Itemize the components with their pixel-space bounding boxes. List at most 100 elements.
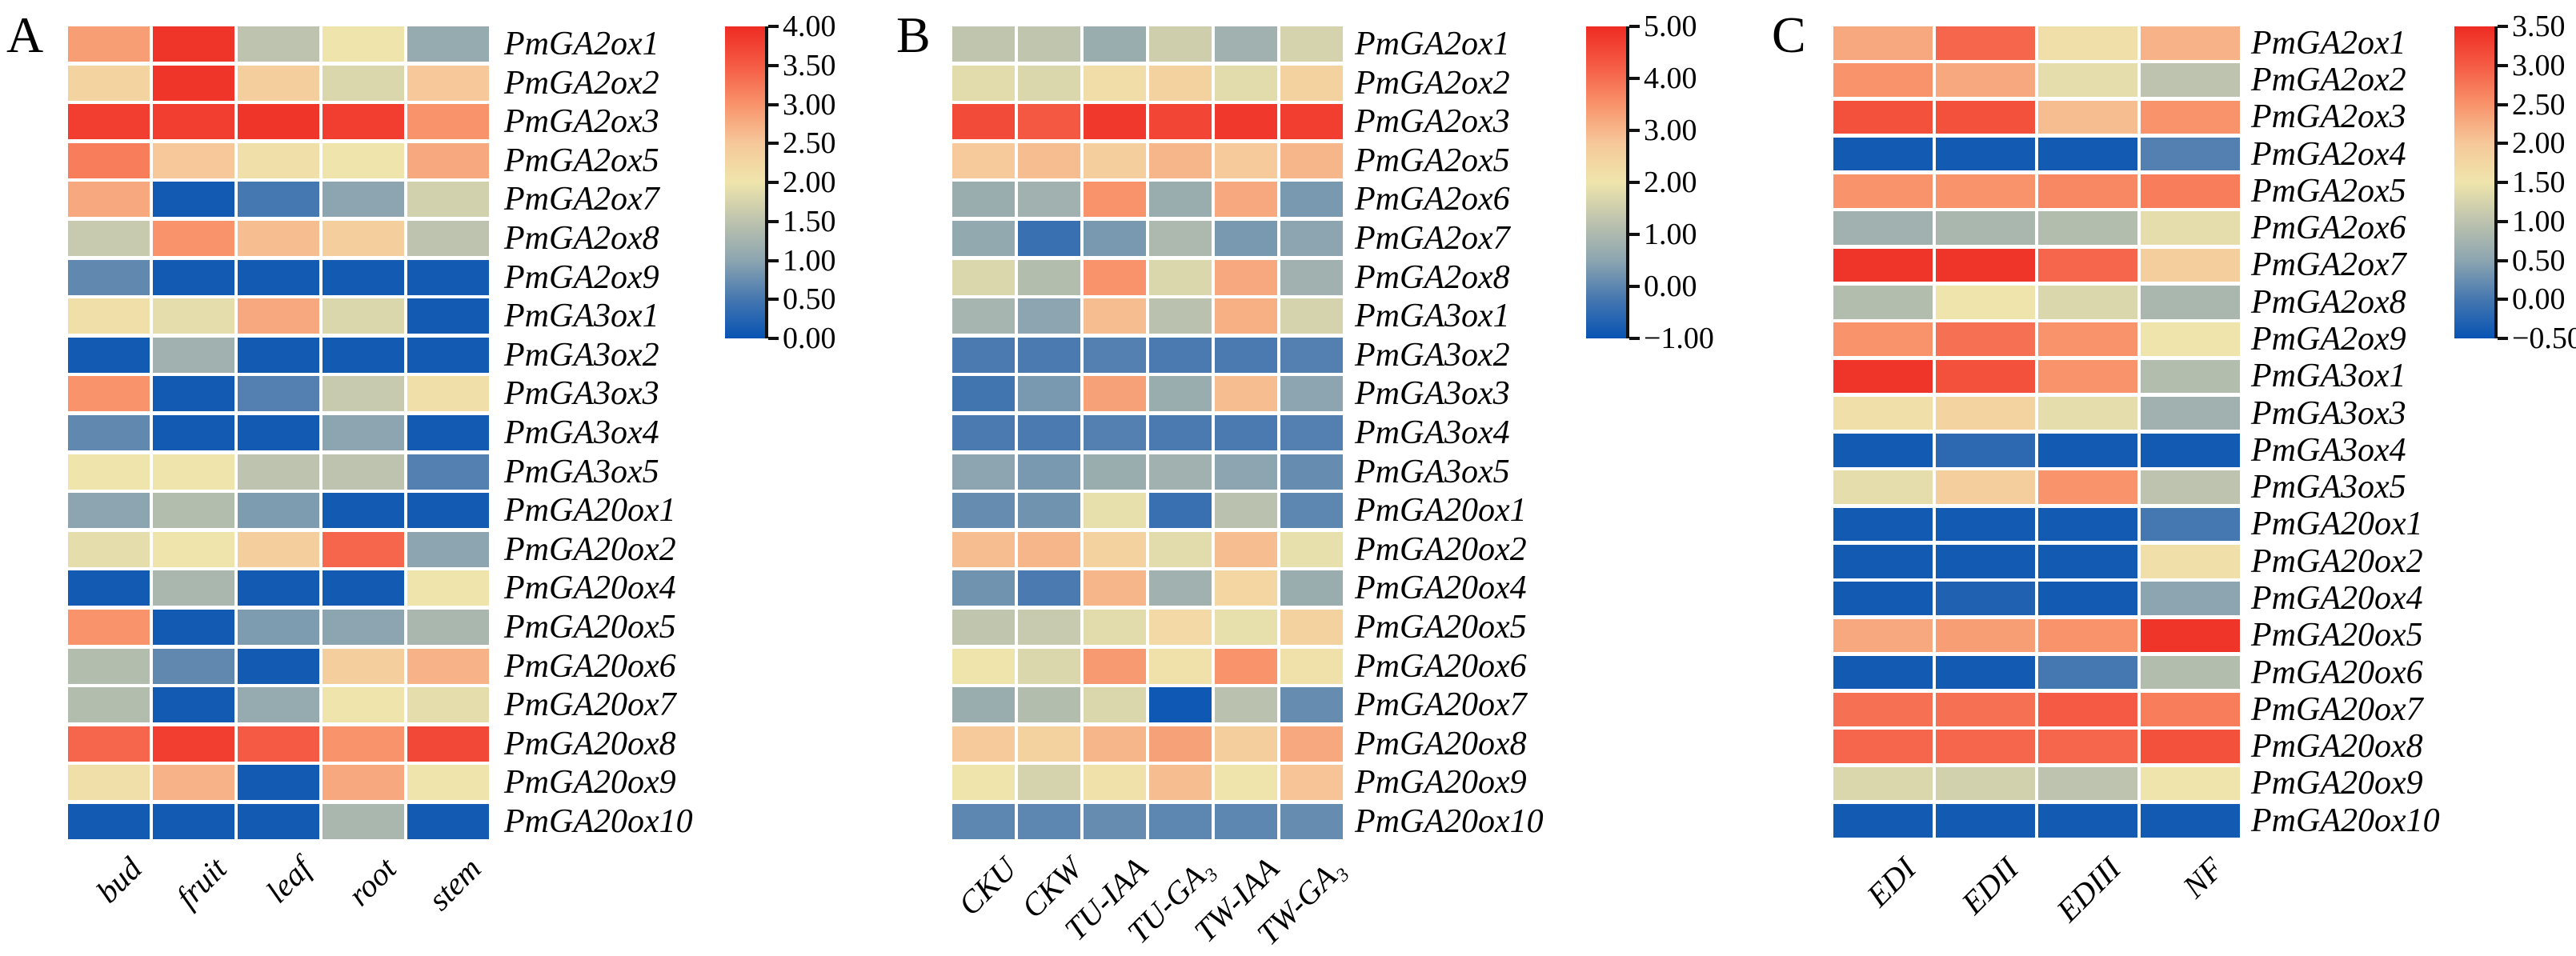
colorbar-tick	[1629, 181, 1640, 184]
gene-label: PmGA20ox2	[504, 530, 676, 568]
colorbar-tick	[768, 142, 779, 146]
gene-label: PmGA2ox5	[2251, 172, 2406, 210]
heatmap-cell	[238, 259, 319, 295]
heatmap-cell	[2141, 211, 2240, 245]
heatmap-cell	[407, 142, 489, 178]
heatmap-cell	[2141, 100, 2240, 134]
colorbar-tick-label: 3.50	[2512, 10, 2566, 43]
heatmap-cell	[323, 531, 404, 567]
heatmap-cell	[153, 648, 234, 684]
colorbar-tick-label: −0.50	[2512, 322, 2576, 355]
heatmap-cell	[2038, 26, 2137, 60]
heatmap-cell	[153, 142, 234, 178]
colorbar-tick-label: 2.50	[783, 126, 836, 161]
gene-label: PmGA20ox2	[2251, 542, 2423, 580]
colorbar-tick-label: 0.00	[2512, 282, 2566, 317]
heatmap-cell	[407, 803, 489, 839]
heatmap-cell	[1280, 182, 1343, 218]
heatmap-cell	[952, 493, 1015, 529]
heatmap-cell	[1215, 803, 1277, 839]
colorbar-tick-label: 1.00	[2512, 204, 2566, 238]
gene-label: PmGA2ox1	[2251, 24, 2406, 62]
heatmap-cell	[1936, 211, 2035, 245]
heatmap-cell	[1833, 470, 1933, 504]
heatmap-cell	[153, 337, 234, 373]
panel-c-letter: C	[1772, 6, 1806, 63]
gene-label: PmGA20ox6	[1355, 647, 1527, 685]
heatmap-cell	[1084, 65, 1146, 101]
heatmap-cell	[1280, 493, 1343, 529]
heatmap-cell	[407, 414, 489, 450]
heatmap-cell	[1149, 414, 1212, 450]
heatmap-cell	[1084, 104, 1146, 140]
heatmap-cell	[952, 454, 1015, 490]
heatmap-cell	[1084, 454, 1146, 490]
gene-label: PmGA3ox5	[1355, 453, 1510, 490]
heatmap-cell	[238, 65, 319, 101]
gene-label: PmGA2ox7	[504, 181, 659, 218]
heatmap-cell	[153, 414, 234, 450]
heatmap-cell	[1833, 174, 1933, 208]
colorbar-tick	[1629, 129, 1640, 132]
colorbar-tick	[768, 298, 779, 302]
heatmap-cell	[1149, 609, 1212, 645]
heatmap-cell	[68, 531, 150, 567]
heatmap-cell	[1084, 609, 1146, 645]
heatmap-cell	[1936, 507, 2035, 542]
heatmap-cell	[952, 648, 1015, 684]
heatmap-cell	[1936, 470, 2035, 504]
heatmap-cell	[1833, 730, 1933, 763]
heatmap-cell	[2038, 137, 2137, 171]
gene-label: PmGA20ox10	[504, 802, 693, 840]
heatmap-cell	[1084, 142, 1146, 178]
heatmap-cell	[2141, 174, 2240, 208]
gene-label: PmGA20ox5	[2251, 617, 2423, 654]
gene-label: PmGA3ox4	[504, 414, 659, 451]
heatmap-cell	[238, 104, 319, 140]
heatmap-cell	[323, 26, 404, 62]
heatmap-cell	[68, 298, 150, 334]
heatmap-cell	[1936, 766, 2035, 801]
heatmap-cell	[238, 531, 319, 567]
heatmap-cell	[2038, 730, 2137, 763]
heatmap-cell	[1084, 493, 1146, 529]
heatmap-cell	[952, 376, 1015, 412]
heatmap-cell	[1215, 182, 1277, 218]
heatmap-cell	[2038, 693, 2137, 726]
heatmap-cell	[2038, 322, 2137, 356]
heatmap-cell	[323, 803, 404, 839]
gene-label: PmGA20ox8	[504, 725, 676, 762]
heatmap-cell	[1018, 104, 1080, 140]
heatmap-cell	[2141, 803, 2240, 838]
heatmap-cell	[1018, 609, 1080, 645]
gene-label: PmGA2ox3	[1355, 103, 1510, 141]
colorbar-tick-label: 1.50	[783, 204, 836, 238]
heatmap-cell	[323, 220, 404, 256]
heatmap-cell	[1280, 220, 1343, 256]
colorbar-tick-label: 0.50	[2512, 243, 2566, 278]
heatmap-cell	[323, 142, 404, 178]
colorbar-tick-label: 1.50	[2512, 166, 2566, 199]
heatmap-cell	[2038, 285, 2137, 319]
heatmap-cell	[1215, 298, 1277, 334]
heatmap-cell	[407, 570, 489, 606]
heatmap-cell	[1280, 104, 1343, 140]
heatmap-cell	[1833, 285, 1933, 319]
gene-label: PmGA20ox10	[2251, 802, 2440, 839]
colorbar-tick-label: 5.00	[1644, 10, 1697, 43]
heatmap-cell	[1018, 570, 1080, 606]
heatmap-cell	[1018, 220, 1080, 256]
gene-label: PmGA2ox8	[1355, 258, 1510, 296]
colorbar-tick-label: 4.00	[783, 10, 836, 43]
heatmap-cell	[952, 726, 1015, 762]
heatmap-cell	[2141, 137, 2240, 171]
colorbar-tick	[768, 181, 779, 184]
heatmap-cell	[1280, 337, 1343, 373]
heatmap-cell	[1280, 609, 1343, 645]
heatmap-cell	[1833, 322, 1933, 356]
heatmap-cell	[2038, 211, 2137, 245]
heatmap-cell	[952, 142, 1015, 178]
heatmap-cell	[2141, 434, 2240, 467]
heatmap-cell	[1084, 687, 1146, 723]
